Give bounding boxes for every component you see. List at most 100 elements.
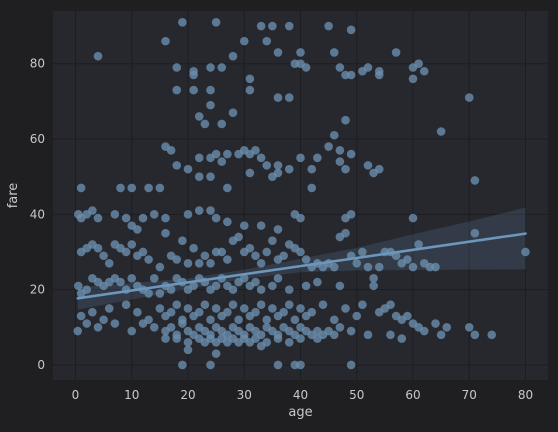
axis-ticks: 0 10 20 30 40 50 60 70 80 0 20 40 60 80 (30, 57, 533, 402)
data-point (155, 183, 165, 193)
data-point (464, 322, 474, 332)
data-point (116, 183, 125, 193)
data-point (341, 164, 350, 174)
data-point (346, 360, 356, 370)
data-point (99, 251, 108, 261)
data-point (268, 21, 277, 31)
data-point (268, 304, 277, 313)
x-tick-label: 30 (237, 388, 252, 402)
data-point (273, 168, 283, 178)
data-point (88, 206, 97, 215)
data-point (194, 112, 204, 121)
data-point (346, 149, 356, 159)
data-point (436, 127, 446, 136)
data-point (279, 307, 288, 317)
data-point (178, 236, 187, 245)
data-point (211, 17, 221, 27)
data-point (183, 210, 193, 219)
data-point (346, 210, 356, 219)
data-point (408, 213, 418, 223)
data-point (172, 255, 182, 264)
data-point (194, 206, 204, 215)
data-point (133, 225, 142, 234)
data-point (374, 164, 384, 174)
data-point (268, 281, 277, 291)
data-point (363, 63, 373, 72)
data-point (369, 281, 378, 291)
data-point (194, 153, 204, 163)
data-point (251, 307, 260, 317)
data-point (358, 300, 367, 309)
data-point (178, 360, 187, 370)
data-point (408, 262, 418, 272)
data-point (138, 319, 148, 328)
data-point (183, 164, 193, 174)
data-point (386, 330, 395, 340)
data-point (245, 243, 255, 253)
data-point (127, 274, 137, 283)
data-point (127, 326, 137, 336)
data-point (76, 183, 86, 193)
data-point (256, 258, 266, 268)
data-point (268, 236, 277, 245)
data-point (172, 85, 182, 95)
data-point (273, 274, 283, 283)
data-point (73, 326, 83, 336)
data-point (206, 315, 215, 325)
data-point (211, 149, 221, 159)
data-point (127, 240, 137, 249)
data-point (172, 334, 182, 343)
data-point (374, 262, 384, 272)
data-point (211, 213, 221, 223)
data-point (284, 164, 294, 174)
data-point (183, 304, 193, 313)
data-point (391, 48, 401, 57)
data-point (127, 183, 137, 193)
data-point (521, 247, 530, 257)
data-point (144, 289, 153, 298)
data-point (470, 330, 480, 340)
data-point (161, 334, 170, 343)
y-tick-label: 60 (30, 132, 45, 146)
regression-line-layer (76, 232, 527, 300)
data-point (161, 228, 170, 238)
data-point (329, 315, 339, 325)
data-point (178, 17, 187, 27)
data-point (273, 161, 283, 170)
data-point (172, 161, 182, 170)
data-point (149, 274, 159, 283)
data-point (211, 304, 221, 313)
data-point (110, 319, 120, 328)
data-point (296, 213, 305, 223)
data-point (99, 315, 108, 325)
data-point (93, 213, 103, 223)
data-point (93, 322, 103, 332)
data-point (166, 146, 176, 155)
data-point (262, 338, 272, 347)
data-point (408, 74, 418, 84)
data-point (307, 307, 317, 317)
data-point (329, 330, 339, 340)
data-point (262, 247, 272, 257)
data-point (239, 36, 249, 46)
data-point (211, 281, 221, 291)
data-point (82, 285, 92, 294)
data-point (149, 210, 159, 219)
data-point (121, 213, 131, 223)
data-point (223, 217, 232, 227)
data-point (251, 146, 260, 155)
data-point (251, 277, 260, 287)
data-point (166, 285, 176, 294)
y-axis-label: fare (6, 183, 21, 209)
data-point (183, 338, 193, 347)
data-point (273, 225, 283, 234)
data-point (397, 334, 407, 343)
data-point (239, 221, 249, 230)
data-point (239, 304, 249, 313)
data-point (363, 262, 373, 272)
data-point (296, 360, 305, 370)
data-point (217, 157, 227, 166)
data-point (206, 100, 215, 110)
